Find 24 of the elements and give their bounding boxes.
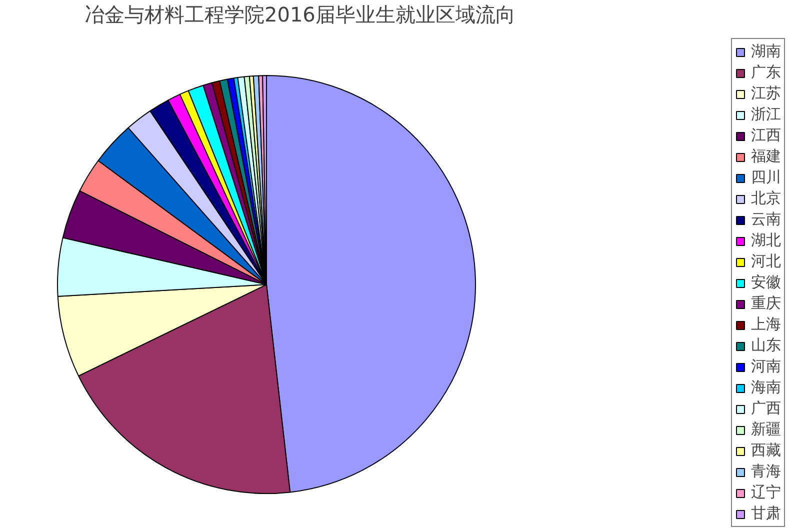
legend-label: 河南: [751, 357, 781, 376]
legend-label: 河北: [751, 252, 781, 271]
legend-label: 江西: [751, 126, 781, 145]
legend-label: 湖南: [751, 42, 781, 61]
legend-label: 山东: [751, 336, 781, 355]
legend-label: 海南: [751, 378, 781, 397]
legend-label: 四川: [751, 168, 781, 187]
legend-label: 北京: [751, 189, 781, 208]
legend-label: 江苏: [751, 84, 781, 103]
legend-label: 西藏: [751, 441, 781, 460]
legend-label: 上海: [751, 315, 781, 334]
legend-label: 云南: [751, 210, 781, 229]
legend-label: 辽宁: [751, 483, 781, 502]
legend-label: 安徽: [751, 273, 781, 292]
legend-label: 广西: [751, 399, 781, 418]
legend-label: 湖北: [751, 231, 781, 250]
legend-label: 甘肃: [751, 504, 781, 523]
legend-label: 福建: [751, 147, 781, 166]
legend-label: 重庆: [751, 294, 781, 313]
legend-label: 广东: [751, 63, 781, 82]
legend-label: 新疆: [751, 420, 781, 439]
legend-label: 浙江: [751, 105, 781, 124]
legend-label: 青海: [751, 462, 781, 481]
chart-title: 冶金与材料工程学院2016届毕业生就业区域流向: [84, 2, 516, 26]
